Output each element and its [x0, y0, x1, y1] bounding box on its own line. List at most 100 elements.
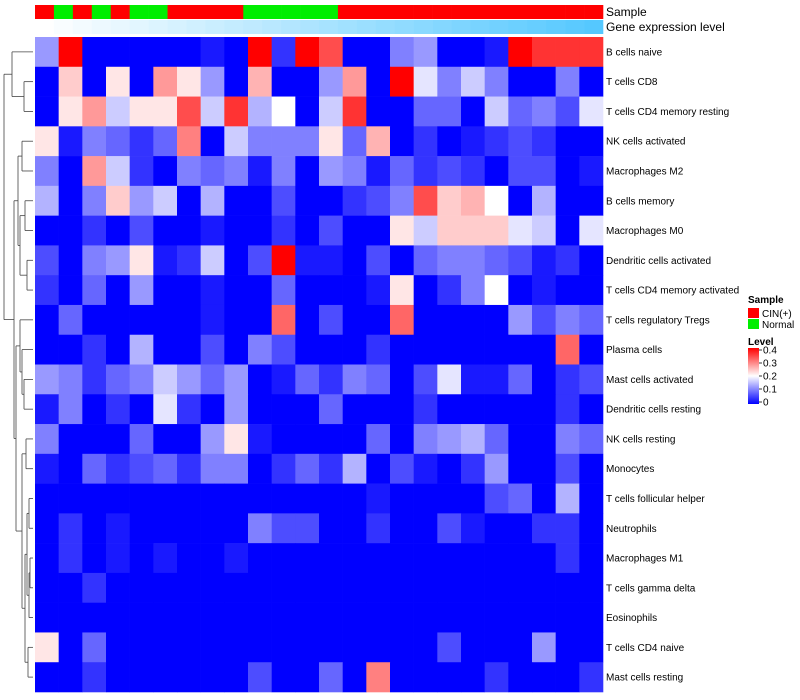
heatmap-cells	[35, 37, 604, 693]
heatmap-cell	[319, 304, 343, 336]
heatmap-cell	[342, 483, 367, 514]
heatmap-cell	[271, 602, 296, 633]
heatmap-cell	[508, 185, 533, 216]
heatmap-cell	[271, 364, 296, 395]
heatmap-cell	[437, 37, 462, 68]
heatmap-cell	[35, 156, 59, 187]
heatmap-cell	[508, 37, 533, 68]
heatmap-cell	[390, 364, 414, 395]
sample-cell	[91, 5, 112, 19]
heatmap-cell	[437, 245, 462, 276]
heatmap-cell	[200, 185, 225, 216]
heatmap-cell	[319, 662, 343, 693]
heatmap-cell	[35, 304, 59, 336]
heatmap-cell	[532, 662, 556, 693]
heatmap-cell	[224, 513, 249, 544]
heatmap-cell	[484, 572, 509, 603]
heatmap-cell	[319, 364, 343, 395]
heatmap-cell	[413, 453, 438, 484]
gene-level-cell	[394, 20, 414, 34]
heatmap-cell	[271, 126, 296, 157]
legend-label-cin: CIN(+)	[762, 309, 792, 320]
gene-level-cell	[72, 20, 93, 34]
heatmap-cell	[153, 245, 178, 276]
row-label: Mast cells activated	[606, 375, 693, 386]
heatmap-cell	[390, 453, 414, 484]
heatmap-cell	[532, 602, 556, 633]
heatmap-cell	[319, 394, 343, 425]
heatmap-cell	[58, 483, 83, 514]
sample-cell	[72, 5, 93, 19]
heatmap-cell	[129, 37, 154, 68]
heatmap-cell	[106, 513, 130, 544]
heatmap-cell	[295, 602, 320, 633]
heatmap-cell	[390, 66, 414, 97]
heatmap-cell	[366, 126, 391, 157]
heatmap-cell	[413, 483, 438, 514]
heatmap-cell	[106, 37, 130, 68]
heatmap-cell	[366, 424, 391, 455]
heatmap-cell	[106, 66, 130, 97]
heatmap-cell	[82, 602, 107, 633]
heatmap-cell	[200, 572, 225, 603]
heatmap-cell	[82, 215, 107, 246]
heatmap-cell	[508, 543, 533, 574]
heatmap-cell	[413, 334, 438, 365]
heatmap-cell	[271, 394, 296, 425]
heatmap-cell	[319, 572, 343, 603]
heatmap-cell	[579, 215, 604, 246]
heatmap-cell	[35, 394, 59, 425]
heatmap-cell	[248, 275, 272, 306]
row-label: Mast cells resting	[606, 673, 683, 684]
sample-cell	[224, 5, 244, 19]
heatmap-cell	[484, 513, 509, 544]
heatmap-cell	[295, 572, 320, 603]
heatmap-cell	[224, 632, 249, 663]
heatmap-cell	[271, 275, 296, 306]
sample-annotation-label: Sample	[606, 5, 647, 19]
heatmap-cell	[35, 364, 59, 395]
heatmap-cell	[82, 66, 107, 97]
legend-swatch-cin	[748, 308, 759, 318]
heatmap-cell	[129, 394, 154, 425]
row-label: Plasma cells	[606, 345, 662, 356]
heatmap-cell	[82, 126, 107, 157]
heatmap-cell	[295, 185, 320, 216]
heatmap-cell	[579, 304, 604, 336]
heatmap-cell	[437, 126, 462, 157]
heatmap-cell	[248, 513, 272, 544]
heatmap-cell	[437, 632, 462, 663]
heatmap-cell	[484, 96, 509, 127]
heatmap-cell	[177, 632, 201, 663]
heatmap-cell	[153, 364, 178, 395]
heatmap-cell	[224, 662, 249, 693]
heatmap-cell	[224, 394, 249, 425]
gene-level-cell	[489, 20, 509, 34]
heatmap-cell	[319, 483, 343, 514]
heatmap-cell	[319, 37, 343, 68]
sample-cell	[565, 5, 585, 19]
heatmap-cell	[390, 185, 414, 216]
heatmap-cell	[177, 394, 201, 425]
heatmap-cell	[579, 632, 604, 663]
heatmap-cell	[248, 66, 272, 97]
row-label: T cells CD8	[606, 77, 658, 88]
heatmap-cell	[200, 304, 225, 336]
heatmap-cell	[532, 483, 556, 514]
gene-level-cell	[243, 20, 263, 34]
heatmap-cell	[579, 126, 604, 157]
gene-level-cell	[110, 20, 130, 34]
row-label: Neutrophils	[606, 524, 657, 535]
heatmap-cell	[177, 424, 201, 455]
heatmap-cell	[200, 245, 225, 276]
heatmap-cell	[200, 453, 225, 484]
heatmap-cell	[461, 96, 485, 127]
heatmap-cell	[129, 364, 154, 395]
heatmap-cell	[129, 245, 154, 276]
heatmap-cell	[248, 602, 272, 633]
heatmap-cell	[579, 66, 604, 97]
heatmap-cell	[413, 632, 438, 663]
heatmap-cell	[508, 215, 533, 246]
heatmap-cell	[200, 275, 225, 306]
